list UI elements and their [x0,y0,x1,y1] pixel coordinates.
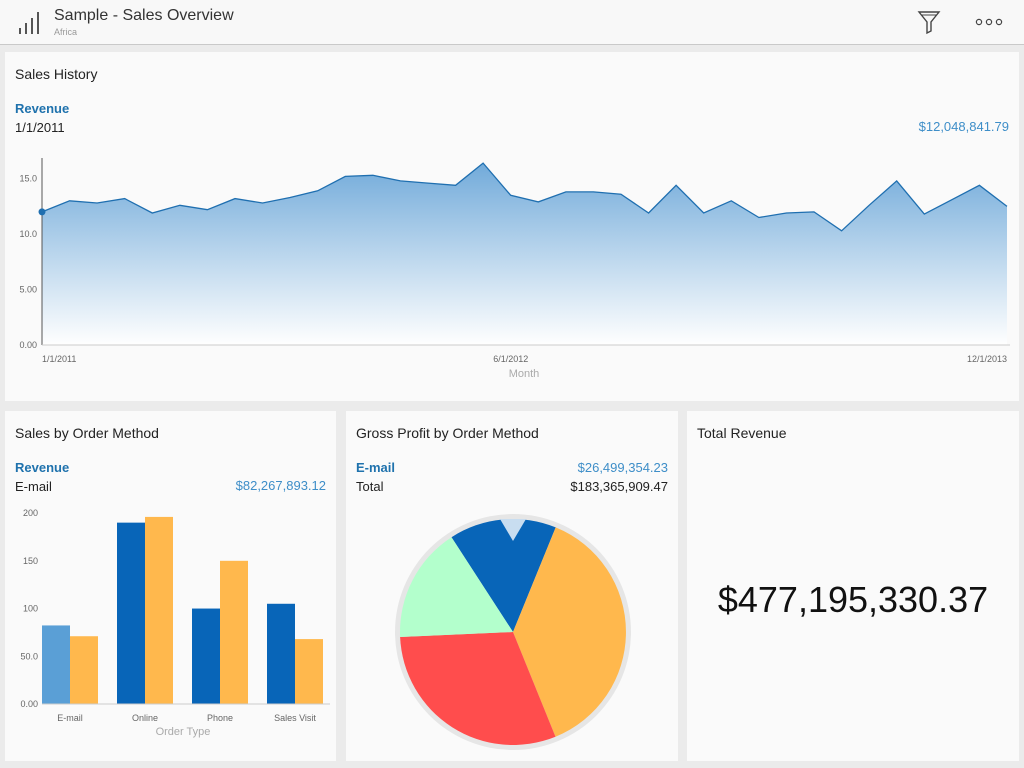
bar-revenue[interactable] [192,608,220,704]
page-subtitle: Africa [54,27,78,37]
y-tick-label: 15.0 [19,174,37,184]
revenue-area [42,163,1007,345]
bar-revenue[interactable] [117,522,145,704]
y-tick-label: 50.0 [20,651,38,661]
sales-history-chart[interactable]: 0.00 5.00 10.0 15.0 1/1/2011 6/1/2012 12/1/201… [5,52,1019,401]
y-tick-label: 150 [23,556,38,566]
page-title: Sample - Sales Overview [54,7,234,24]
y-tick-label: 0.00 [19,340,37,350]
gross-profit-total-label: Total [356,479,384,494]
order-method-title: Sales by Order Method [15,425,159,441]
gross-profit-title: Gross Profit by Order Method [356,425,539,441]
gross-profit-card: Gross Profit by Order Method E-mail $26,… [346,411,678,761]
order-method-measure: Revenue [15,460,70,475]
gross-profit-selected-label: E-mail [356,460,396,475]
y-tick-label: 10.0 [19,229,37,239]
y-tick-label: 0.00 [20,699,38,709]
gross-profit-total-value: $183,365,909.47 [570,479,668,494]
sales-history-measure: Revenue [15,101,70,116]
x-tick-label: E-mail [57,713,83,723]
x-axis-title: Month [509,368,540,380]
sales-history-card: Sales History Revenue 1/1/2011 $12,048,8… [5,52,1019,401]
bar-secondary[interactable] [70,636,98,704]
pie-slice-sales-visit[interactable] [399,537,513,637]
pie-slice-e-mail[interactable] [451,519,556,632]
y-tick-label: 100 [23,604,38,614]
bar-revenue[interactable] [42,625,70,704]
sales-history-selected-value: $12,048,841.79 [918,119,1009,134]
y-tick-label: 5.00 [19,285,37,295]
y-tick-label: 200 [23,508,38,518]
bar-secondary[interactable] [145,516,173,704]
total-revenue-title: Total Revenue [697,425,787,441]
order-method-card: Sales by Order Method Revenue E-mail $82… [5,411,336,761]
x-tick-label: 1/1/2011 [42,354,76,364]
bar-secondary[interactable] [220,560,248,704]
x-tick-label: Sales Visit [274,713,316,723]
x-axis-title: Order Type [156,726,211,738]
x-tick-label: 6/1/2012 [493,354,528,364]
gross-profit-selected-value: $26,499,354.23 [577,460,668,475]
pie-slice-phone[interactable] [400,632,556,746]
sales-history-selected-date: 1/1/2011 [15,120,65,135]
filter-icon[interactable] [917,9,941,35]
revenue-line [41,162,1008,232]
total-revenue-card: Total Revenue $477,195,330.37 [687,411,1019,761]
selected-point[interactable] [38,208,46,216]
selection-pointer [500,519,526,541]
order-method-selected-value: $82,267,893.12 [235,478,326,493]
top-bar: Sample - Sales Overview Africa [0,0,1024,45]
x-tick-label: Online [132,713,158,723]
bar-chart-icon[interactable] [18,11,44,35]
x-tick-label: 12/1/2013 [967,354,1007,364]
bar-secondary[interactable] [295,639,323,704]
gross-profit-chart[interactable] [346,411,678,761]
sales-history-title: Sales History [15,66,98,82]
more-icon[interactable] [974,12,1004,32]
total-revenue-value: $477,195,330.37 [717,579,989,620]
order-method-selected-category: E-mail [15,479,52,494]
bar-revenue[interactable] [267,603,295,704]
x-tick-label: Phone [207,713,233,723]
pie-slice-online[interactable] [513,527,626,737]
